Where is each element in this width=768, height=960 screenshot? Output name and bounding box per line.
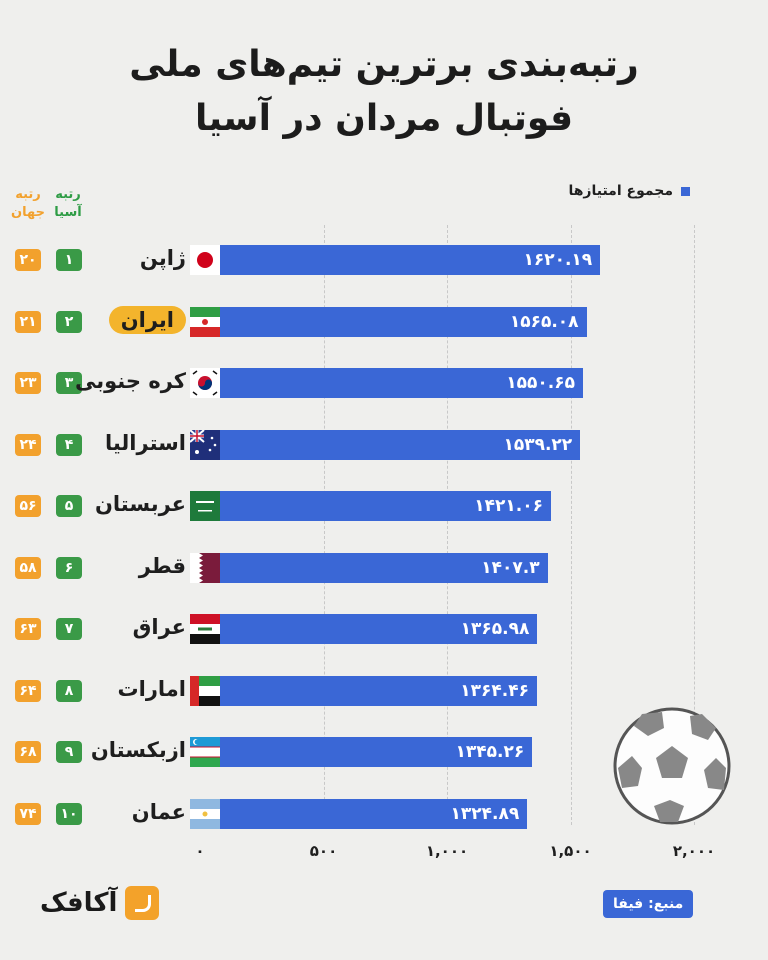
x-tick-label: ۵۰۰ <box>309 842 338 860</box>
country-name: عربستان <box>94 492 186 516</box>
flag-australia-icon <box>190 429 220 460</box>
country-label: عراق <box>76 615 186 639</box>
world-rank-badge: ۲۴ <box>15 433 41 456</box>
asia-rank-badge: ۴ <box>56 433 82 456</box>
bar <box>220 368 583 398</box>
country-name: امارات <box>117 676 186 701</box>
x-tick-label: ۲,۰۰۰ <box>672 842 716 860</box>
flag-oman-icon <box>190 798 220 829</box>
asia-rank-badge: ۸ <box>56 679 82 702</box>
world-rank-badge: ۶۸ <box>15 741 41 763</box>
bar-value-label: ۱۳۶۵.۹۸ <box>460 619 530 639</box>
flag-qatar-icon <box>190 552 220 583</box>
world-rank-badge: ۶۳ <box>15 618 41 640</box>
bar <box>220 614 538 644</box>
world-rank-badge: ۲۰ <box>15 249 41 271</box>
bar <box>220 798 528 829</box>
flag-iran-icon <box>190 306 220 337</box>
world-rank-badge: ۵۶ <box>15 495 41 517</box>
flag-south-korea-icon <box>190 368 220 398</box>
gridline <box>694 225 695 825</box>
asia-rank-badge: ۱۰ <box>56 802 82 825</box>
country-label: امارات <box>76 677 186 701</box>
x-tick-label: ۱,۰۰۰ <box>425 842 469 860</box>
flag-uzbekistan-icon <box>190 737 220 767</box>
world-rank-badge: ۲۳ <box>15 372 41 394</box>
bar <box>220 245 601 275</box>
legend-label: مجموع امتیازها <box>568 183 673 199</box>
flag-japan-icon <box>190 245 220 275</box>
bar-value-label: ۱۴۰۷.۳ <box>481 557 540 578</box>
brand: آکافک <box>40 886 160 920</box>
country-name: کره جنوبی <box>75 369 186 393</box>
country-label: ایران <box>76 305 186 334</box>
brand-logo-icon <box>125 886 160 920</box>
world-rank-badge: ۲۱ <box>15 310 41 333</box>
asia-rank-badge: ۵ <box>56 495 82 517</box>
bar-value-label: ۱۵۵۰.۶۵ <box>506 373 575 393</box>
bar <box>220 491 551 521</box>
country-name: قطر <box>138 553 186 578</box>
country-label: قطر <box>76 554 186 578</box>
world-rank-header: رتبه جهان <box>11 187 45 220</box>
bar <box>220 675 538 706</box>
bar <box>220 737 533 767</box>
bar <box>220 429 581 460</box>
country-label: ازبکستان <box>76 738 186 762</box>
bar <box>220 552 548 583</box>
gridline <box>570 225 572 825</box>
country-label: عربستان <box>76 492 186 516</box>
country-label: عمان <box>76 800 186 824</box>
flag-iraq-icon <box>190 614 220 644</box>
legend-swatch <box>681 186 690 196</box>
world-rank-badge: ۷۴ <box>15 802 41 825</box>
bar <box>220 306 587 337</box>
country-label: ژاپن <box>76 246 186 270</box>
country-label: کره جنوبی <box>75 369 186 393</box>
bar-value-label: ۱۴۲۱.۰۶ <box>474 496 543 516</box>
gridline <box>447 225 448 825</box>
country-name: ازبکستان <box>90 738 186 762</box>
asia-rank-badge: ۷ <box>56 618 82 640</box>
bar-value-label: ۱۵۶۵.۰۸ <box>509 311 579 332</box>
source-label: منبع: فیفا <box>603 890 694 918</box>
asia-rank-header: رتبه آسیا <box>54 187 82 220</box>
chart-title-line-2: فوتبال مردان در آسیا <box>194 98 574 139</box>
bar-value-label: ۱۵۳۹.۲۲ <box>503 434 573 455</box>
bar-value-label: ۱۳۲۴.۸۹ <box>450 803 520 824</box>
asia-rank-badge: ۲ <box>56 310 82 333</box>
legend: مجموع امتیازها <box>568 183 690 199</box>
gridline <box>323 225 325 825</box>
flag-uae-icon <box>190 675 220 706</box>
country-name: عراق <box>132 615 186 639</box>
world-rank-badge: ۵۸ <box>15 556 41 579</box>
country-name: استرالیا <box>104 430 186 455</box>
country-label: استرالیا <box>76 431 186 455</box>
x-tick-label: ۱,۵۰۰ <box>549 842 592 860</box>
brand-name: آکافک <box>40 888 118 918</box>
bar-value-label: ۱۳۴۵.۲۶ <box>455 742 525 762</box>
bar-value-label: ۱۳۶۴.۴۶ <box>460 680 530 701</box>
country-name: عمان <box>131 799 186 824</box>
asia-rank-badge: ۳ <box>56 372 82 394</box>
chart-title-line-1: رتبه‌بندی برترین تیم‌های ملی <box>129 44 639 85</box>
bar-value-label: ۱۶۲۰.۱۹ <box>523 250 593 270</box>
soccer-ball-icon <box>612 706 732 826</box>
x-tick-label: ۰ <box>195 842 205 860</box>
world-rank-badge: ۶۴ <box>15 679 41 702</box>
asia-rank-badge: ۶ <box>56 556 82 579</box>
asia-rank-badge: ۹ <box>56 741 82 763</box>
country-name: ایران <box>108 305 186 334</box>
country-name: ژاپن <box>139 246 186 270</box>
asia-rank-badge: ۱ <box>56 249 82 271</box>
flag-saudi-arabia-icon <box>190 491 220 521</box>
